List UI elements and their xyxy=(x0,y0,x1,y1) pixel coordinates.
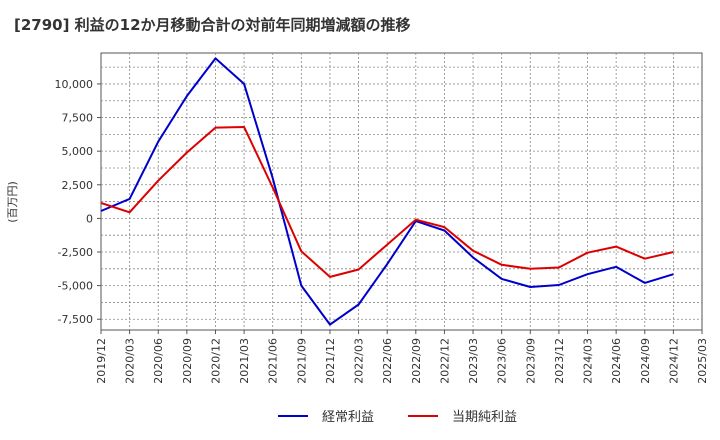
x-tick-label: 2023/09 xyxy=(524,338,537,384)
x-tick-label: 2020/12 xyxy=(209,338,222,384)
x-axis: 2019/12 2020/03 2020/06 2020/09 2020/12 2021/… xyxy=(95,330,709,384)
x-tick-label: 2019/12 xyxy=(95,338,108,384)
y-tick-label: 7,500 xyxy=(62,112,94,125)
x-tick-label: 2020/03 xyxy=(124,338,137,384)
grid xyxy=(101,53,702,330)
x-tick-label: 2024/12 xyxy=(667,338,680,384)
y-tick-label: -2,500 xyxy=(58,246,93,259)
x-tick-label: 2021/09 xyxy=(295,338,308,384)
x-tick-label: 2022/03 xyxy=(353,338,366,384)
x-tick-label: 2021/03 xyxy=(238,338,251,384)
x-tick-label: 2023/03 xyxy=(467,338,480,384)
x-tick-label: 2025/03 xyxy=(696,338,709,384)
plot-area xyxy=(100,52,703,331)
x-tick-label: 2021/06 xyxy=(267,338,280,384)
y-tick-label: -7,500 xyxy=(58,313,93,326)
y-axis-label: (百万円) xyxy=(6,181,19,223)
x-tick-label: 2021/12 xyxy=(324,338,337,384)
x-tick-label: 2024/03 xyxy=(582,338,595,384)
y-tick-label: 2,500 xyxy=(62,179,94,192)
y-tick-label: -5,000 xyxy=(58,280,93,293)
series-line-2 xyxy=(100,126,674,278)
y-tick-label: 5,000 xyxy=(62,145,94,158)
series-group xyxy=(100,57,674,326)
y-axis: 10,000 7,500 5,000 2,500 0 -2,500 -5,000 -7,500 xyxy=(55,78,101,326)
x-tick-label: 2020/06 xyxy=(152,338,165,384)
x-tick-label: 2022/12 xyxy=(438,338,451,384)
legend-label-1: 経常利益 xyxy=(322,410,374,425)
x-tick-label: 2023/06 xyxy=(496,338,509,384)
x-tick-label: 2022/06 xyxy=(381,338,394,384)
y-tick-label: 10,000 xyxy=(55,78,94,91)
legend: 経常利益 当期純利益 xyxy=(278,410,517,425)
legend-label-2: 当期純利益 xyxy=(452,410,517,425)
chart-title: [2790] 利益の12か月移動合計の対前年同期増減額の推移 xyxy=(14,16,411,34)
x-tick-label: 2024/09 xyxy=(639,338,652,384)
x-tick-label: 2020/09 xyxy=(181,338,194,384)
x-tick-label: 2024/06 xyxy=(610,338,623,384)
x-tick-label: 2023/12 xyxy=(553,338,566,384)
x-tick-label: 2022/09 xyxy=(410,338,423,384)
series-line-1 xyxy=(100,57,674,326)
y-tick-label: 0 xyxy=(86,212,93,225)
